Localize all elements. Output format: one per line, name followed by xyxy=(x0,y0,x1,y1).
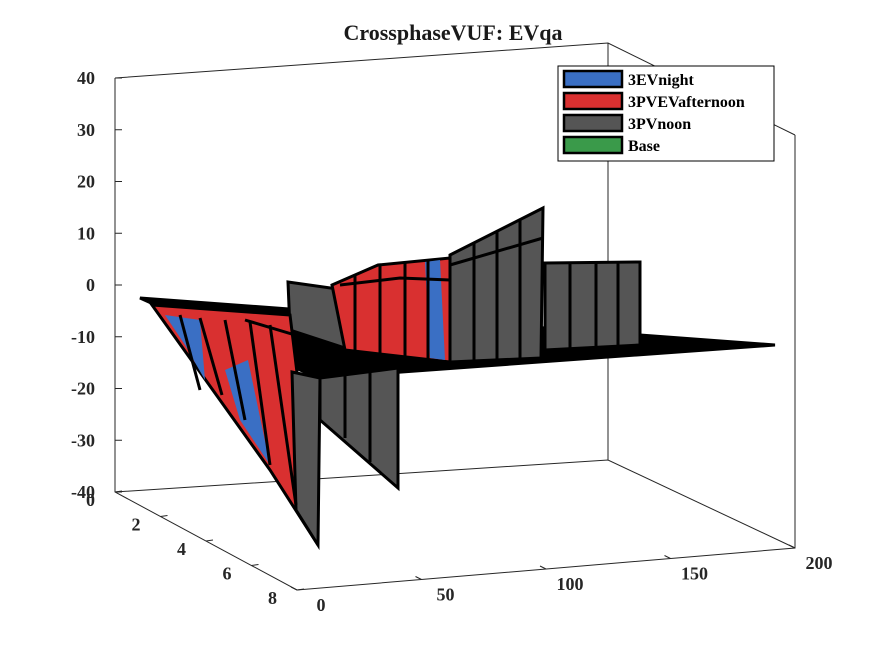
surface-grid-line xyxy=(178,314,202,391)
z-axis-ticks: 40 30 20 10 0 -10 -20 -30 -40 xyxy=(71,68,122,502)
z-tick-label: 30 xyxy=(77,120,95,140)
z-tick-label: -30 xyxy=(71,430,95,450)
x-tick-mark xyxy=(788,544,796,549)
legend-label: 3PVnoon xyxy=(628,116,691,133)
y-tick-mark xyxy=(160,515,168,517)
surface-highlight xyxy=(225,360,270,465)
y-tick-label: 0 xyxy=(86,490,95,510)
legend-label: 3EVnight xyxy=(628,72,694,89)
surface-grid-line xyxy=(198,317,224,396)
x-tick-mark xyxy=(539,565,547,570)
y-tick-mark xyxy=(205,539,214,542)
surface-grid-line xyxy=(244,318,346,352)
legend-swatch xyxy=(562,113,624,133)
surface-grid-line xyxy=(248,321,272,466)
x-tick-label: 150 xyxy=(681,564,708,584)
surface-grid-line xyxy=(339,276,451,287)
surface-panel xyxy=(543,260,642,352)
surface-grid-line xyxy=(223,319,247,421)
surface-grid-line xyxy=(449,236,544,267)
surface-panel xyxy=(318,366,400,492)
y-tick-label: 6 xyxy=(223,564,232,584)
y-tick-label: 4 xyxy=(177,539,186,559)
surface-grid-line xyxy=(268,324,298,506)
legend: 3EVnight 3PVEVafternoon 3PVnoon Base xyxy=(557,65,775,162)
surface-highlight xyxy=(425,260,445,360)
x-tick-mark xyxy=(290,586,298,591)
z-tick-label: -40 xyxy=(71,482,95,502)
z-tick-label: -20 xyxy=(71,379,95,399)
y-tick-mark xyxy=(296,588,305,591)
z-tick-label: 0 xyxy=(86,275,95,295)
z-tick-label: 10 xyxy=(77,223,95,243)
y-tick-mark xyxy=(251,564,259,566)
x-tick-mark xyxy=(415,576,422,580)
legend-swatch xyxy=(562,135,624,155)
x-tick-mark xyxy=(664,555,671,559)
surface-layer xyxy=(139,205,776,551)
legend-swatch xyxy=(562,91,624,111)
y-tick-label: 8 xyxy=(268,588,277,608)
legend-swatch xyxy=(562,69,624,89)
legend-label: 3PVEVafternoon xyxy=(628,94,745,111)
x-tick-label: 200 xyxy=(806,553,833,573)
y-axis-ticks: 0 2 4 6 8 xyxy=(86,490,305,608)
y-tick-label: 2 xyxy=(132,515,141,535)
surface-panel xyxy=(290,370,322,551)
axes-back-floor xyxy=(114,459,796,549)
legend-label: Base xyxy=(628,138,660,155)
x-tick-label: 0 xyxy=(317,595,326,615)
y-tick-mark xyxy=(114,490,123,493)
x-tick-label: 100 xyxy=(557,574,584,594)
z-tick-label: 20 xyxy=(77,172,95,192)
surface-highlight xyxy=(165,315,205,380)
x-tick-label: 50 xyxy=(437,585,455,605)
z-tick-label: 40 xyxy=(77,68,95,88)
chart-title: CrossphaseVUF: EVqa xyxy=(343,20,562,45)
x-axis-ticks: 0 50 100 150 200 xyxy=(290,544,833,615)
z-tick-label: -10 xyxy=(71,327,95,347)
